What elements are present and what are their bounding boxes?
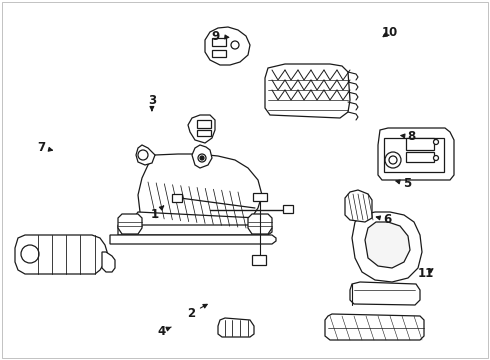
Text: 11: 11 — [418, 267, 435, 280]
Polygon shape — [128, 212, 265, 238]
Bar — [384, 138, 444, 172]
Text: 1: 1 — [150, 206, 164, 221]
Text: 10: 10 — [381, 26, 398, 39]
Bar — [406, 152, 434, 162]
Polygon shape — [118, 225, 272, 235]
Circle shape — [385, 152, 401, 168]
Bar — [197, 120, 211, 128]
Text: 8: 8 — [401, 130, 416, 143]
Bar — [197, 130, 211, 136]
Bar — [283, 205, 293, 213]
Polygon shape — [110, 235, 276, 244]
Polygon shape — [265, 64, 350, 118]
Polygon shape — [248, 214, 272, 234]
Circle shape — [198, 154, 206, 162]
Polygon shape — [352, 212, 422, 282]
Circle shape — [231, 41, 239, 49]
Bar — [212, 50, 226, 57]
Circle shape — [200, 156, 204, 160]
Polygon shape — [192, 145, 212, 168]
Text: 6: 6 — [376, 213, 391, 226]
Text: 4: 4 — [158, 325, 171, 338]
Text: 2: 2 — [187, 304, 207, 320]
Text: 3: 3 — [148, 94, 156, 111]
Text: 5: 5 — [396, 177, 411, 190]
Polygon shape — [378, 128, 454, 180]
Polygon shape — [365, 222, 410, 268]
Polygon shape — [118, 214, 142, 234]
Bar — [253, 193, 267, 201]
Circle shape — [434, 140, 439, 144]
Text: 9: 9 — [212, 30, 229, 42]
Polygon shape — [102, 252, 115, 272]
Polygon shape — [15, 235, 108, 274]
Polygon shape — [350, 282, 420, 305]
Bar — [212, 38, 226, 46]
Polygon shape — [218, 318, 254, 337]
Circle shape — [138, 150, 148, 160]
Polygon shape — [345, 190, 372, 222]
Circle shape — [21, 245, 39, 263]
Bar — [252, 255, 266, 265]
Bar — [406, 138, 434, 150]
Polygon shape — [325, 314, 424, 340]
Bar — [172, 194, 182, 202]
Polygon shape — [188, 115, 215, 143]
Polygon shape — [138, 154, 262, 238]
Text: 7: 7 — [38, 141, 52, 154]
Circle shape — [389, 156, 397, 164]
Polygon shape — [205, 27, 250, 65]
Polygon shape — [136, 145, 155, 165]
Circle shape — [434, 156, 439, 161]
